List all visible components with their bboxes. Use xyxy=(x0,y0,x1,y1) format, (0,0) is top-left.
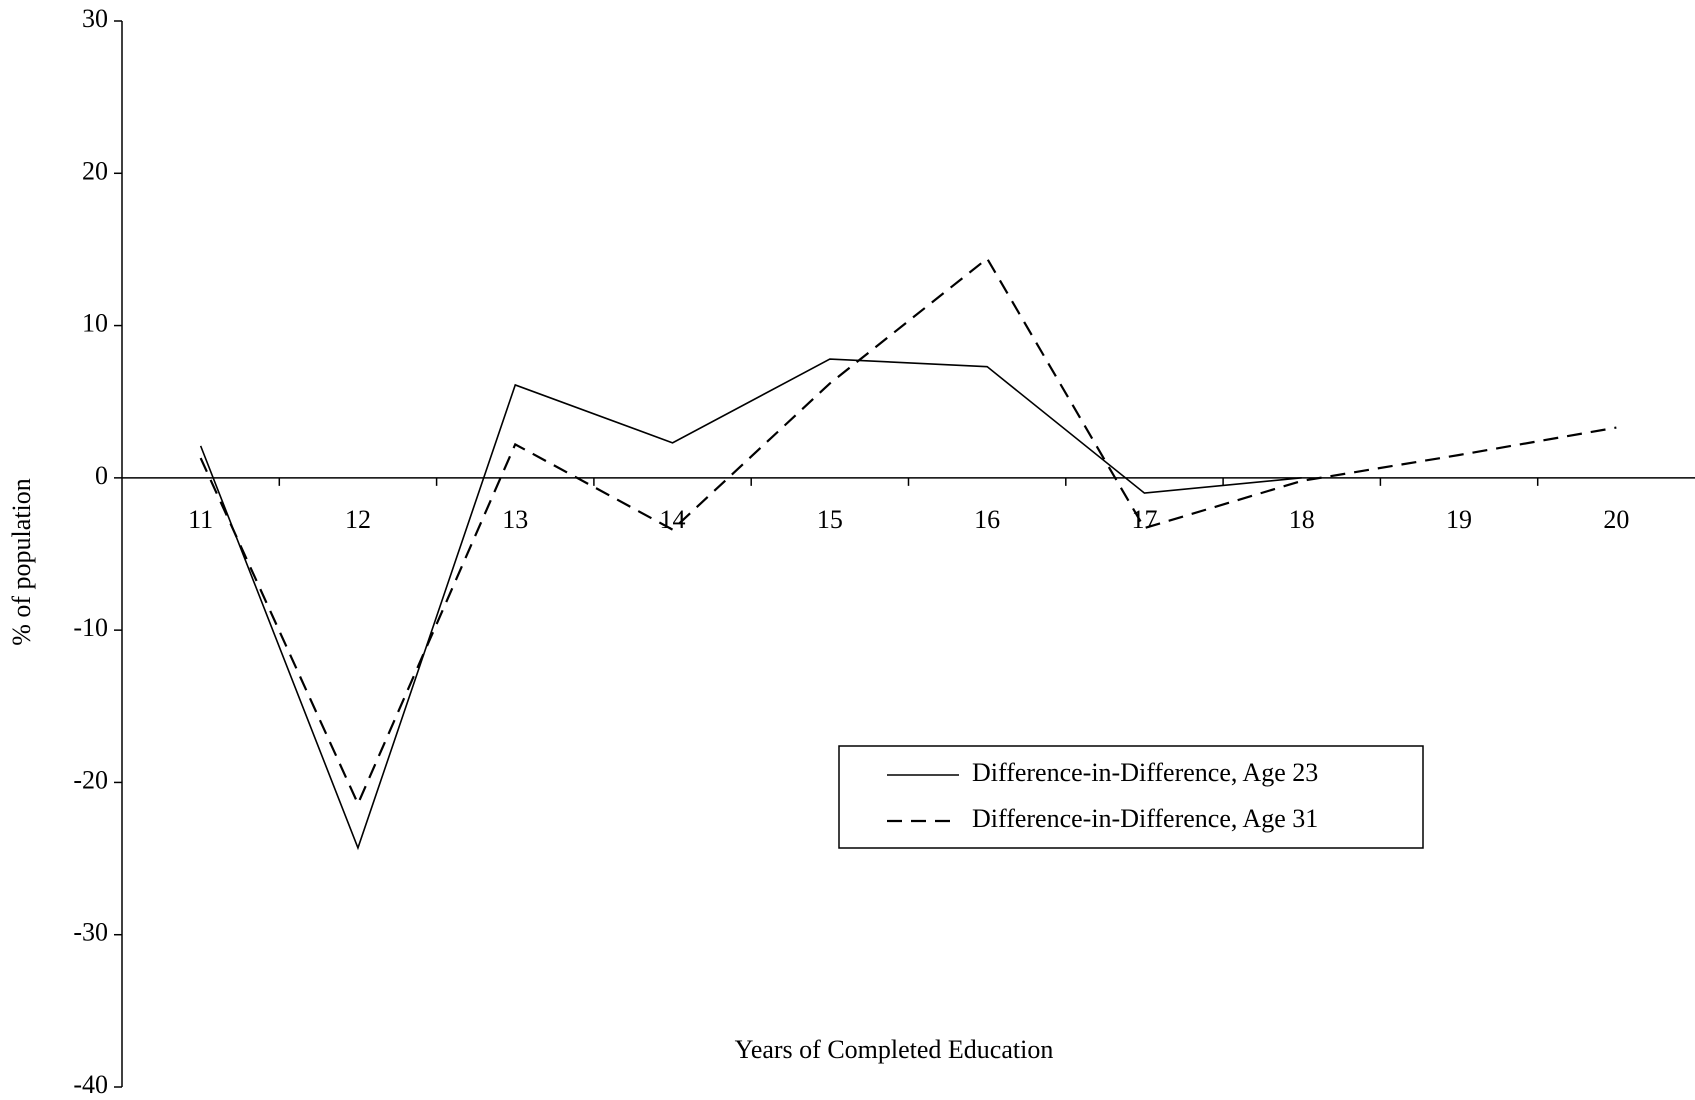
legend-box xyxy=(838,745,1424,849)
line-series xyxy=(199,358,1302,851)
x-tick-label: 11 xyxy=(188,505,213,534)
x-axis-title: Years of Completed Education xyxy=(735,1035,1054,1064)
x-tick-label: 20 xyxy=(1603,505,1629,534)
x-tick-label: 13 xyxy=(502,505,528,534)
x-tick-label: 19 xyxy=(1446,505,1472,534)
y-tick-label: 10 xyxy=(82,309,108,338)
x-tick-label: 16 xyxy=(974,505,1000,534)
x-tick-label: 17 xyxy=(1131,505,1157,534)
y-tick-label: 20 xyxy=(82,156,108,185)
y-axis-title: % of population xyxy=(7,478,36,646)
y-tick-label: 0 xyxy=(95,461,108,490)
y-tick-label: 30 xyxy=(82,4,108,33)
legend: Difference-in-Difference, Age 23 Differen… xyxy=(838,745,1424,849)
y-tick-label: -20 xyxy=(73,765,108,794)
x-tick-label: 18 xyxy=(1289,505,1315,534)
x-tick-label: 12 xyxy=(345,505,371,534)
legend-label: Difference-in-Difference, Age 23 xyxy=(972,758,1318,787)
line-series xyxy=(199,256,1617,807)
legend-label: Difference-in-Difference, Age 31 xyxy=(972,804,1318,833)
y-tick-label: -10 xyxy=(73,613,108,642)
y-tick-label: -40 xyxy=(73,1070,108,1099)
x-tick-label: 15 xyxy=(817,505,843,534)
y-tick-label: -30 xyxy=(73,918,108,947)
